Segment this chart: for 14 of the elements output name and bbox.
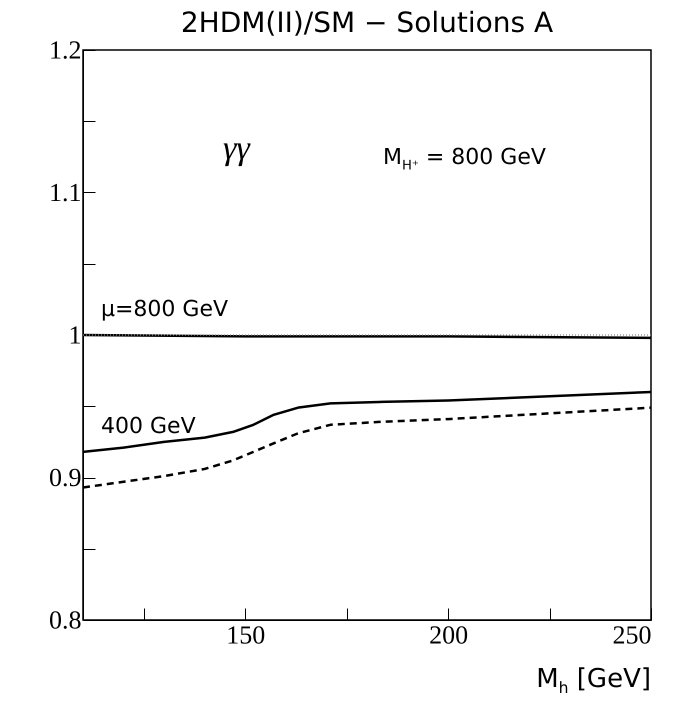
- annotation: M$_{H⁺}$ = 800 GeV: [383, 145, 546, 174]
- series-label: 400 GeV: [101, 414, 196, 439]
- annotation: γγ: [223, 130, 250, 168]
- chart-title: 2HDM(II)/SM − Solutions A: [180, 6, 554, 39]
- y-tick-label: 1.1: [49, 178, 82, 207]
- x-axis-title: M$_{h}$ [GeV]: [536, 664, 651, 698]
- series-label: μ=800 GeV: [101, 297, 228, 322]
- y-tick-label: 1: [68, 320, 82, 350]
- x-tick-label: 150: [226, 620, 266, 650]
- y-tick-label: 0.9: [49, 463, 82, 492]
- y-tick-label: 0.8: [49, 606, 82, 634]
- x-tick-label: 200: [429, 620, 468, 650]
- x-tick-label: 250: [612, 620, 652, 650]
- y-tick-label: 1.2: [49, 36, 82, 64]
